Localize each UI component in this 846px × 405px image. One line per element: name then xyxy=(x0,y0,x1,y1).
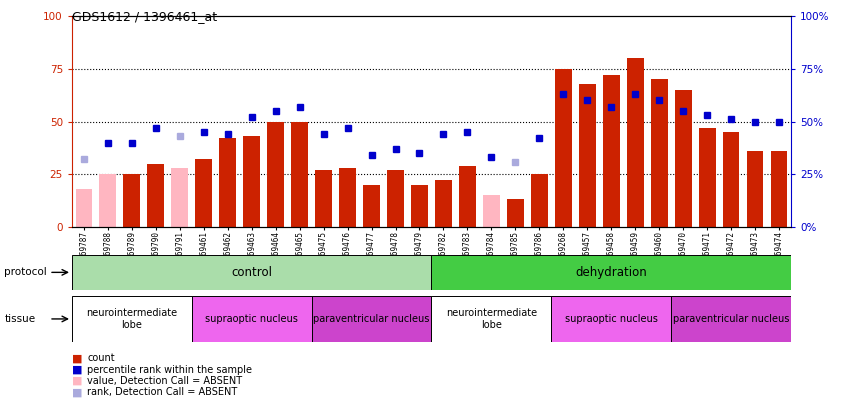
Bar xyxy=(552,296,671,342)
Bar xyxy=(579,83,596,227)
Bar xyxy=(722,132,739,227)
Bar xyxy=(411,185,428,227)
Text: paraventricular nucleus: paraventricular nucleus xyxy=(313,314,430,324)
Bar xyxy=(459,166,475,227)
Bar xyxy=(195,160,212,227)
Text: count: count xyxy=(87,354,115,363)
Bar xyxy=(219,139,236,227)
Text: neurointermediate
lobe: neurointermediate lobe xyxy=(446,308,537,330)
Bar xyxy=(363,185,380,227)
Text: rank, Detection Call = ABSENT: rank, Detection Call = ABSENT xyxy=(87,388,238,397)
Bar xyxy=(147,164,164,227)
Bar xyxy=(483,195,500,227)
Bar xyxy=(671,296,791,342)
Text: protocol: protocol xyxy=(4,267,47,277)
Bar xyxy=(555,69,572,227)
Bar xyxy=(267,122,284,227)
Text: ■: ■ xyxy=(72,388,82,397)
Bar xyxy=(627,58,644,227)
Bar xyxy=(699,128,716,227)
Bar xyxy=(100,174,116,227)
Bar xyxy=(771,151,788,227)
Bar xyxy=(244,136,260,227)
Text: ■: ■ xyxy=(72,354,82,363)
Bar xyxy=(339,168,356,227)
Bar xyxy=(675,90,691,227)
Bar xyxy=(435,181,452,227)
Bar xyxy=(387,170,404,227)
Bar xyxy=(651,79,667,227)
Text: dehydration: dehydration xyxy=(575,266,647,279)
Bar xyxy=(75,189,92,227)
Bar xyxy=(507,199,524,227)
Bar xyxy=(531,174,547,227)
Bar xyxy=(431,296,552,342)
Bar xyxy=(72,255,431,290)
Bar xyxy=(603,75,619,227)
Bar xyxy=(172,168,188,227)
Bar xyxy=(316,170,332,227)
Text: ■: ■ xyxy=(72,376,82,386)
Text: neurointermediate
lobe: neurointermediate lobe xyxy=(86,308,178,330)
Text: supraoptic nucleus: supraoptic nucleus xyxy=(565,314,657,324)
Bar xyxy=(747,151,763,227)
Text: paraventricular nucleus: paraventricular nucleus xyxy=(673,314,789,324)
Bar xyxy=(192,296,311,342)
Text: GDS1612 / 1396461_at: GDS1612 / 1396461_at xyxy=(72,10,217,23)
Text: supraoptic nucleus: supraoptic nucleus xyxy=(206,314,298,324)
Bar xyxy=(72,296,192,342)
Text: value, Detection Call = ABSENT: value, Detection Call = ABSENT xyxy=(87,376,242,386)
Bar xyxy=(311,296,431,342)
Text: control: control xyxy=(231,266,272,279)
Bar xyxy=(124,174,140,227)
Text: tissue: tissue xyxy=(4,314,36,324)
Bar xyxy=(291,122,308,227)
Text: ■: ■ xyxy=(72,365,82,375)
Text: percentile rank within the sample: percentile rank within the sample xyxy=(87,365,252,375)
Bar xyxy=(431,255,791,290)
